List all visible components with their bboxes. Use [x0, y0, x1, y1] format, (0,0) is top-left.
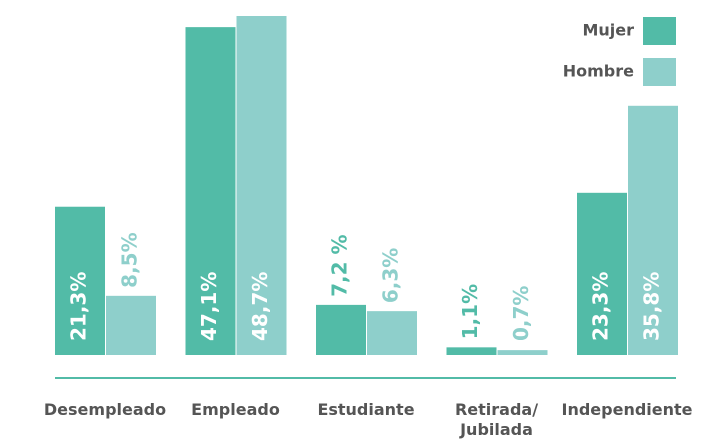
bar [236, 16, 287, 355]
data-label: 7,2 % [328, 234, 352, 296]
bar [628, 105, 678, 355]
legend-label: Hombre [563, 62, 634, 81]
data-label: 0,7% [509, 286, 533, 341]
x-tick-label: Independiente [561, 400, 693, 419]
data-label: 21,3% [67, 272, 91, 341]
bar [185, 27, 236, 356]
bar [446, 347, 497, 355]
bar [55, 206, 105, 355]
bar [497, 350, 548, 355]
x-tick-label: Desempleado [43, 400, 167, 419]
bar [106, 295, 156, 355]
legend-swatch [643, 17, 676, 45]
data-label: 35,8% [640, 272, 664, 341]
data-label: 1,1% [458, 284, 482, 339]
x-tick-label: Retirada/ Jubilada [454, 400, 539, 439]
legend-swatch [643, 58, 676, 86]
bar [316, 304, 366, 355]
x-tick-label: Empleado [191, 400, 280, 419]
legend-label: Mujer [582, 21, 634, 40]
x-tick-label: Estudiante [317, 400, 415, 419]
data-label: 48,7% [248, 272, 272, 341]
data-label: 47,1% [197, 272, 221, 341]
data-label: 6,3% [379, 248, 403, 303]
bar [367, 311, 417, 355]
data-label: 23,3% [589, 272, 613, 341]
bar [577, 192, 627, 355]
data-label: 8,5% [118, 232, 142, 287]
